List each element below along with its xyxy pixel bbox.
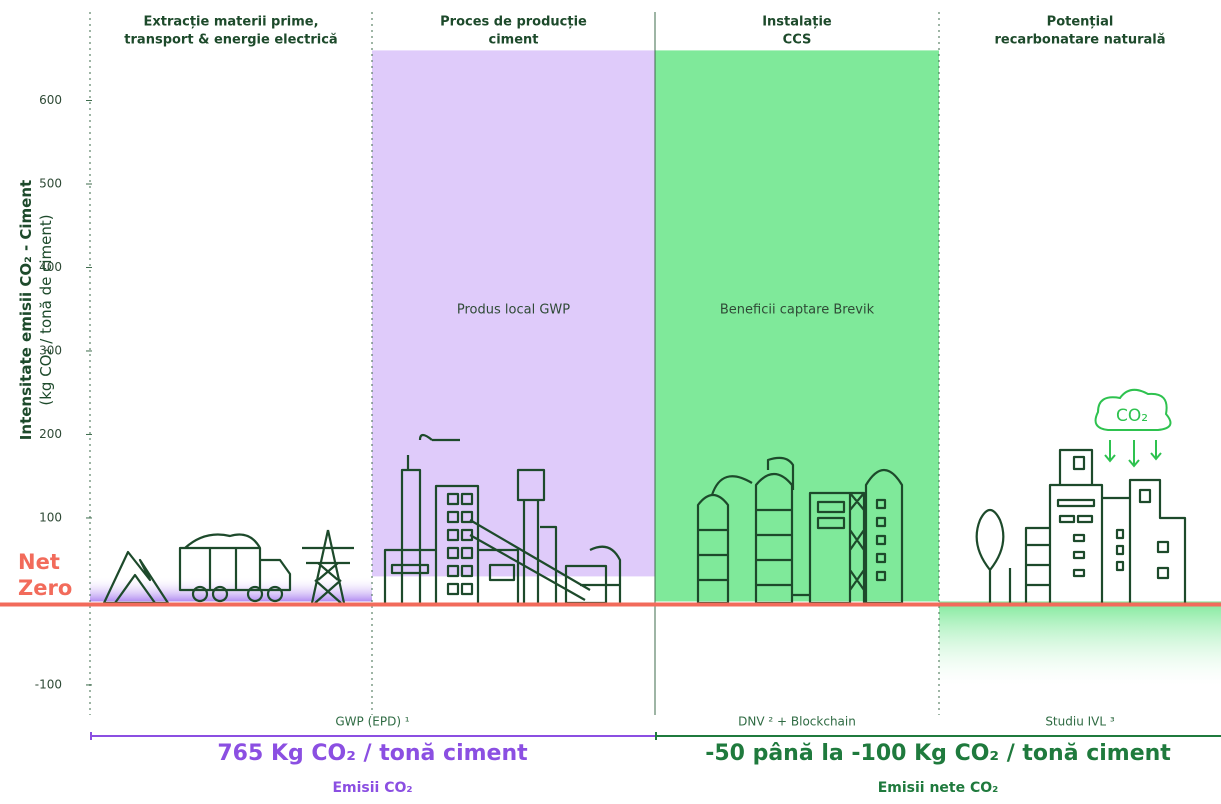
summary-caption: Emisii CO₂ bbox=[332, 780, 412, 796]
y-tick-label: 600 bbox=[39, 93, 62, 107]
y-tick-label: 200 bbox=[39, 427, 62, 441]
stage-title: ciment bbox=[489, 33, 539, 48]
stage-title: Instalație bbox=[762, 15, 832, 30]
summary-value: -50 până la -100 Kg CO₂ / tonă ciment bbox=[705, 741, 1171, 766]
net-zero-label: Net bbox=[18, 550, 60, 574]
stage-title: Proces de producție bbox=[440, 15, 587, 30]
stage-title: transport & energie electrică bbox=[124, 33, 337, 48]
y-tick-label: 500 bbox=[39, 176, 62, 190]
illustrations: CO₂ bbox=[102, 388, 1187, 605]
source-note: DNV ² + Blockchain bbox=[738, 715, 856, 729]
stage-title: recarbonatare naturală bbox=[994, 33, 1165, 48]
cloud-label: CO₂ bbox=[1116, 406, 1148, 426]
y-axis-title-unit: (kg CO₂ / tonă de ciment) bbox=[37, 214, 55, 405]
net-zero-label: Zero bbox=[18, 576, 72, 600]
y-tick-label: 100 bbox=[39, 510, 62, 524]
y-tick-label: 300 bbox=[39, 343, 62, 357]
summary-value: 765 Kg CO₂ / tonă ciment bbox=[217, 741, 528, 766]
bar bbox=[655, 50, 939, 602]
y-tick-label: 400 bbox=[39, 260, 62, 274]
source-note: GWP (EPD) ¹ bbox=[335, 715, 409, 729]
stage-title: CCS bbox=[783, 33, 812, 48]
y-tick-label: -100 bbox=[35, 677, 62, 691]
source-note: Studiu IVL ³ bbox=[1045, 715, 1115, 729]
stage-title: Potențial bbox=[1047, 15, 1114, 30]
y-axis-title: Intensitate emisii CO₂ - Ciment (kg CO₂ /… bbox=[17, 180, 55, 440]
bar-label: Produs local GWP bbox=[457, 303, 570, 318]
summary-caption: Emisii nete CO₂ bbox=[878, 780, 999, 796]
bar-label: Beneficii captare Brevik bbox=[720, 303, 875, 318]
stage-title: Extracție materii prime, bbox=[143, 15, 318, 30]
y-axis-title-main: Intensitate emisii CO₂ - Ciment bbox=[17, 180, 35, 440]
bar bbox=[939, 601, 1221, 685]
